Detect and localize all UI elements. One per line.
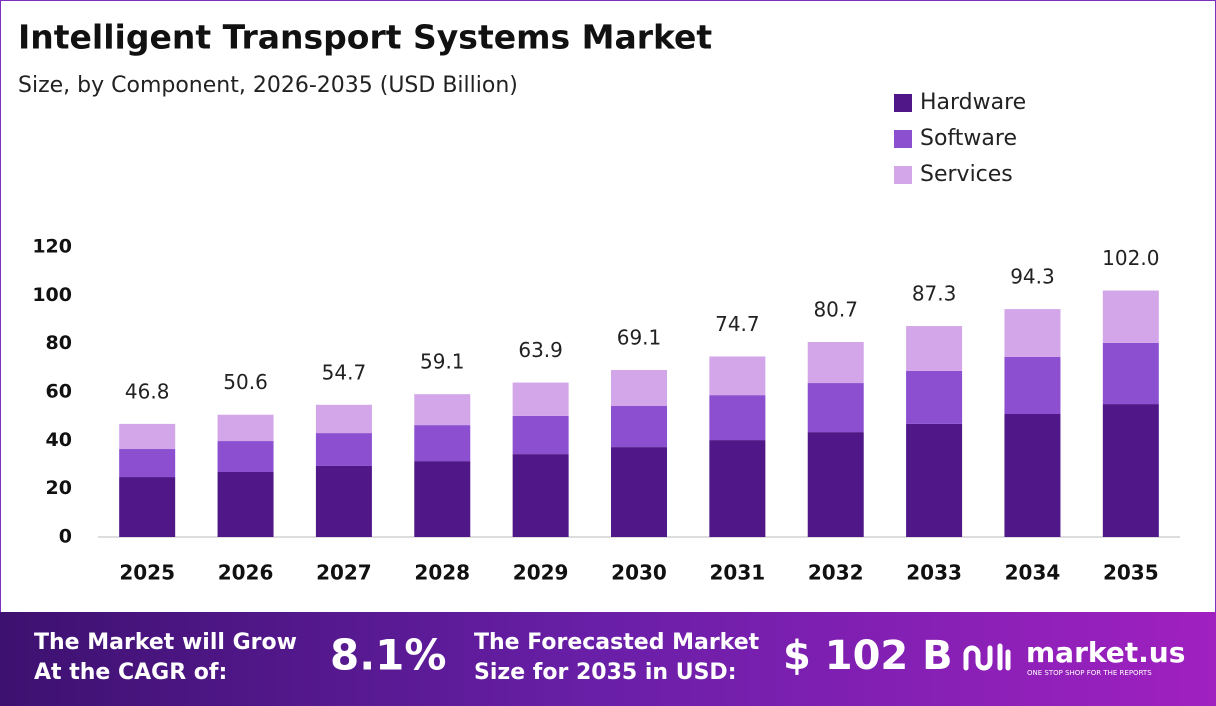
bar-segment xyxy=(611,406,667,448)
total-label: 54.7 xyxy=(322,360,367,384)
bar-segment xyxy=(906,326,963,371)
chart-title: Intelligent Transport Systems Market xyxy=(18,18,712,57)
bar-segment xyxy=(906,423,963,537)
bar-segment xyxy=(217,441,274,472)
x-tick-label: 2025 xyxy=(119,561,175,585)
y-tick-label: 40 xyxy=(46,429,72,451)
x-tick-label: 2027 xyxy=(316,561,372,585)
total-label: 46.8 xyxy=(125,379,170,403)
total-label: 74.7 xyxy=(715,312,760,336)
bar-segment xyxy=(906,370,963,424)
x-tick-label: 2033 xyxy=(906,561,962,585)
bar-segment xyxy=(1102,404,1159,537)
legend-swatch xyxy=(894,94,912,112)
y-tick-label: 60 xyxy=(46,381,72,403)
y-tick-label: 80 xyxy=(46,332,72,354)
x-tick-label: 2031 xyxy=(710,561,766,585)
legend-label: Hardware xyxy=(920,90,1026,115)
total-label: 102.0 xyxy=(1102,246,1159,270)
chart-subtitle: Size, by Component, 2026-2035 (USD Billi… xyxy=(18,73,518,98)
bar-segment xyxy=(1102,290,1159,343)
bar-segment xyxy=(1102,342,1159,405)
x-tick-label: 2030 xyxy=(611,561,667,585)
x-tick-label: 2028 xyxy=(414,561,470,585)
total-label: 87.3 xyxy=(912,282,957,306)
forecast-text: Size for 2035 in USD: xyxy=(474,660,737,685)
legend-label: Services xyxy=(920,162,1013,187)
logo: market.us xyxy=(1026,636,1185,669)
total-label: 50.6 xyxy=(223,370,268,394)
bar-segment xyxy=(217,471,274,537)
bar-segment xyxy=(709,440,766,537)
bar-segment xyxy=(1004,309,1061,357)
forecast-value: $ 102 B xyxy=(783,633,953,679)
y-tick-label: 120 xyxy=(32,236,72,258)
total-label: 80.7 xyxy=(813,297,858,321)
bar-segment xyxy=(512,454,569,537)
cagr-text: At the CAGR of: xyxy=(34,660,227,685)
bar-segment xyxy=(1004,356,1061,414)
cagr-text: The Market will Grow xyxy=(34,630,297,655)
legend-swatch xyxy=(894,130,912,148)
bar-segment xyxy=(315,433,372,466)
bar-segment xyxy=(414,425,471,462)
bar-segment xyxy=(217,414,274,442)
bar-segment xyxy=(611,447,667,537)
total-label: 63.9 xyxy=(518,338,563,362)
x-tick-label: 2035 xyxy=(1103,561,1159,585)
bar-segment xyxy=(512,415,569,455)
bar-segment xyxy=(807,383,864,433)
x-tick-label: 2034 xyxy=(1005,561,1061,585)
bar-segment xyxy=(119,423,176,450)
bar-segment xyxy=(414,394,471,426)
legend-label: Software xyxy=(920,126,1017,151)
bar-segment xyxy=(1004,413,1061,537)
x-tick-label: 2032 xyxy=(808,561,864,585)
total-label: 94.3 xyxy=(1010,265,1055,289)
bar-segment xyxy=(709,395,766,441)
bar-segment xyxy=(807,341,864,384)
total-label: 59.1 xyxy=(420,350,465,374)
forecast-text: The Forecasted Market xyxy=(474,630,760,655)
bar-segment xyxy=(119,477,176,537)
logo-tagline: ONE STOP SHOP FOR THE REPORTS xyxy=(1027,669,1152,677)
footer-band xyxy=(0,612,1216,706)
x-tick-label: 2029 xyxy=(513,561,569,585)
y-tick-label: 0 xyxy=(59,526,72,548)
x-tick-label: 2026 xyxy=(218,561,274,585)
bar-segment xyxy=(315,404,372,434)
legend-swatch xyxy=(894,166,912,184)
y-tick-label: 100 xyxy=(32,284,72,306)
bar-segment xyxy=(611,370,667,407)
bar-segment xyxy=(315,465,372,537)
total-label: 69.1 xyxy=(617,326,662,350)
bar-segment xyxy=(512,382,569,416)
bar-segment xyxy=(807,432,864,537)
cagr-value: 8.1% xyxy=(330,631,446,680)
bar-segment xyxy=(119,449,176,478)
bar-segment xyxy=(414,461,471,537)
bar-segment xyxy=(709,356,766,396)
y-tick-label: 20 xyxy=(46,477,72,499)
logo-icon xyxy=(963,643,1011,671)
